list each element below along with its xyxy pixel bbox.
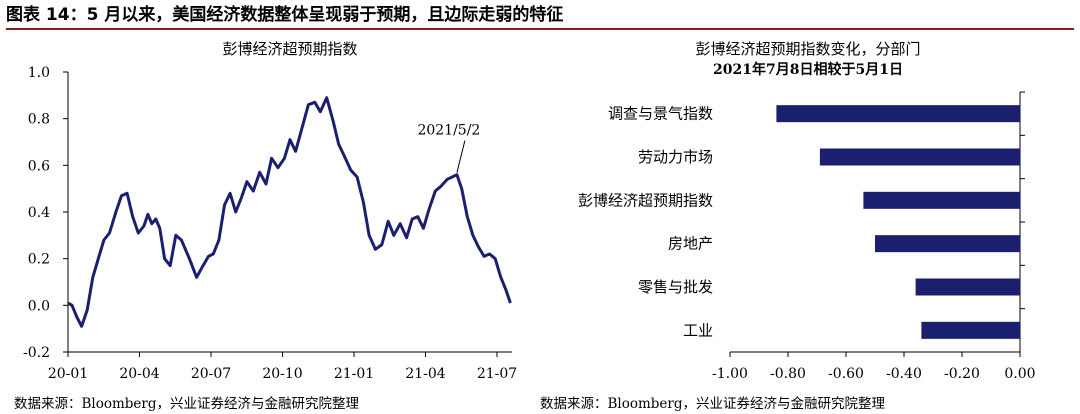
left-y-tick-label: 1.0 <box>28 65 50 81</box>
source-note-left: 数据来源：Bloomberg，兴业证券经济与金融研究院整理 <box>14 396 360 412</box>
bar <box>819 148 1020 166</box>
left-y-ticks: -0.2 0.0 0.2 0.4 0.6 0.8 1.0 <box>23 65 68 361</box>
left-chart-title: 彭博经济超预期指数 <box>222 40 357 58</box>
left-x-tick-label: 20-04 <box>119 366 159 382</box>
left-x-tick-label: 20-07 <box>191 366 231 382</box>
category-label: 房地产 <box>668 235 713 253</box>
right-x-tick-label: 0.00 <box>1004 366 1035 382</box>
bar <box>921 321 1020 339</box>
series-line-surprise-index <box>67 96 512 328</box>
category-label: 工业 <box>683 321 713 339</box>
left-y-tick-label: 0.4 <box>28 205 50 221</box>
annotation-label: 2021/5/2 <box>417 123 480 139</box>
right-bars <box>776 91 1025 339</box>
left-y-tick-label: 0.0 <box>28 298 50 314</box>
annotation-leader-line <box>456 140 466 173</box>
left-x-tick-label: 20-01 <box>48 366 88 382</box>
bar <box>875 235 1020 253</box>
bar <box>915 278 1020 296</box>
left-x-tick-label: 21-01 <box>334 366 374 382</box>
left-line-chart: 彭博经济超预期指数 -0.20.00.20.40.60.81.0 20-01 20… <box>23 40 517 382</box>
bar <box>776 105 1020 123</box>
bar <box>863 191 1020 209</box>
left-x-tick-label: 21-07 <box>477 366 517 382</box>
left-y-tick-label: 0.8 <box>28 112 50 128</box>
category-label: 劳动力市场 <box>638 148 713 166</box>
right-chart-subtitle: 2021年7月8日相较于5月1日 <box>713 61 903 78</box>
left-x-ticks: 20-01 20-04 20-07 20-10 21-01 21-04 21-07 <box>48 352 517 382</box>
right-bar-chart: 彭博经济超预期指数变化，分部门 2021年7月8日相较于5月1日 -1.00 -0… <box>578 40 1036 382</box>
right-chart-title: 彭博经济超预期指数变化，分部门 <box>695 40 920 58</box>
right-x-tick-label: -0.80 <box>770 366 806 382</box>
source-note-right: 数据来源：Bloomberg，兴业证券经济与金融研究院整理 <box>540 396 886 412</box>
category-label: 彭博经济超预期指数 <box>578 191 713 209</box>
left-y-tick-label: -0.2 <box>23 345 50 361</box>
right-x-tick-label: -0.60 <box>828 366 864 382</box>
left-y-tick-label: 0.6 <box>28 158 50 174</box>
figure-title: 图表 14：5 月以来，美国经济数据整体呈现弱于预期，且边际走弱的特征 <box>6 2 1074 30</box>
category-label: 调查与景气指数 <box>608 105 713 123</box>
left-x-tick-label: 20-10 <box>262 366 302 382</box>
right-x-tick-label: -0.40 <box>886 366 922 382</box>
right-x-tick-label: -1.00 <box>712 366 748 382</box>
category-label: 零售与批发 <box>638 278 713 296</box>
left-y-tick-label: 0.2 <box>28 252 50 268</box>
right-x-ticks: -1.00 -0.80 -0.60 -0.40 -0.20 0.00 <box>712 352 1036 382</box>
left-x-tick-label: 21-04 <box>405 366 445 382</box>
right-x-tick-label: -0.20 <box>944 366 980 382</box>
